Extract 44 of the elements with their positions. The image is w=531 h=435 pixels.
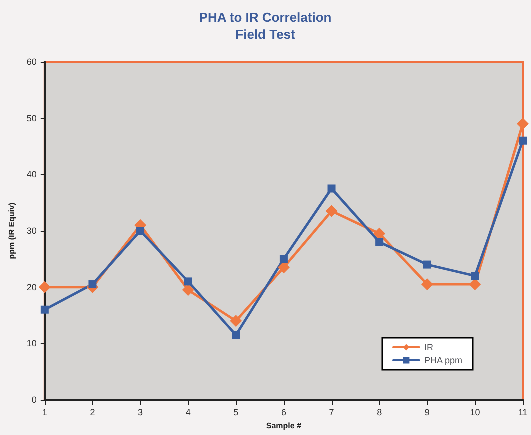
y-axis-title: ppm (IR Equiv) — [8, 202, 16, 260]
point — [136, 227, 145, 235]
x-tick-label: 10 — [470, 408, 480, 418]
point — [328, 184, 336, 193]
y-tick-label: 40 — [26, 170, 37, 180]
point — [182, 284, 194, 296]
point — [88, 280, 97, 289]
y-tick-label: 0 — [32, 395, 37, 405]
x-tick-label: 7 — [329, 408, 334, 418]
x-tick-label: 3 — [138, 408, 144, 418]
point — [38, 281, 51, 294]
point — [421, 278, 434, 291]
chart-subtitle: Field Test — [236, 27, 296, 42]
x-tick-label: 11 — [518, 408, 528, 418]
y-tick-label: 50 — [26, 113, 37, 124]
point — [374, 228, 386, 240]
x-tick-label: 5 — [234, 408, 239, 418]
point — [184, 278, 192, 286]
chart-title: PHA to IR Correlation — [199, 10, 332, 25]
x-tick-label: 4 — [186, 408, 191, 418]
y-tick-label: 30 — [26, 226, 37, 236]
point — [326, 205, 338, 218]
legend-label: IR — [424, 342, 434, 352]
y-tick-label: 20 — [26, 282, 37, 292]
x-tick-label: 2 — [90, 408, 96, 418]
x-tick-label: 9 — [424, 408, 430, 418]
legend-label: PHA ppm — [424, 356, 463, 366]
x-tick-label: 6 — [281, 408, 286, 418]
point — [471, 272, 480, 280]
y-tick-label: 60 — [26, 57, 37, 67]
point — [517, 118, 529, 130]
point — [376, 238, 384, 246]
x-tick-label: 8 — [377, 408, 382, 418]
point — [232, 331, 240, 340]
point — [469, 278, 482, 291]
point — [423, 260, 432, 269]
point — [40, 306, 49, 314]
y-tick-label: 10 — [26, 338, 37, 349]
point — [280, 255, 288, 264]
x-axis-title: Sample # — [266, 422, 302, 430]
point — [230, 315, 242, 328]
x-tick-label: 1 — [42, 408, 48, 418]
point — [519, 136, 527, 145]
point — [278, 262, 290, 274]
